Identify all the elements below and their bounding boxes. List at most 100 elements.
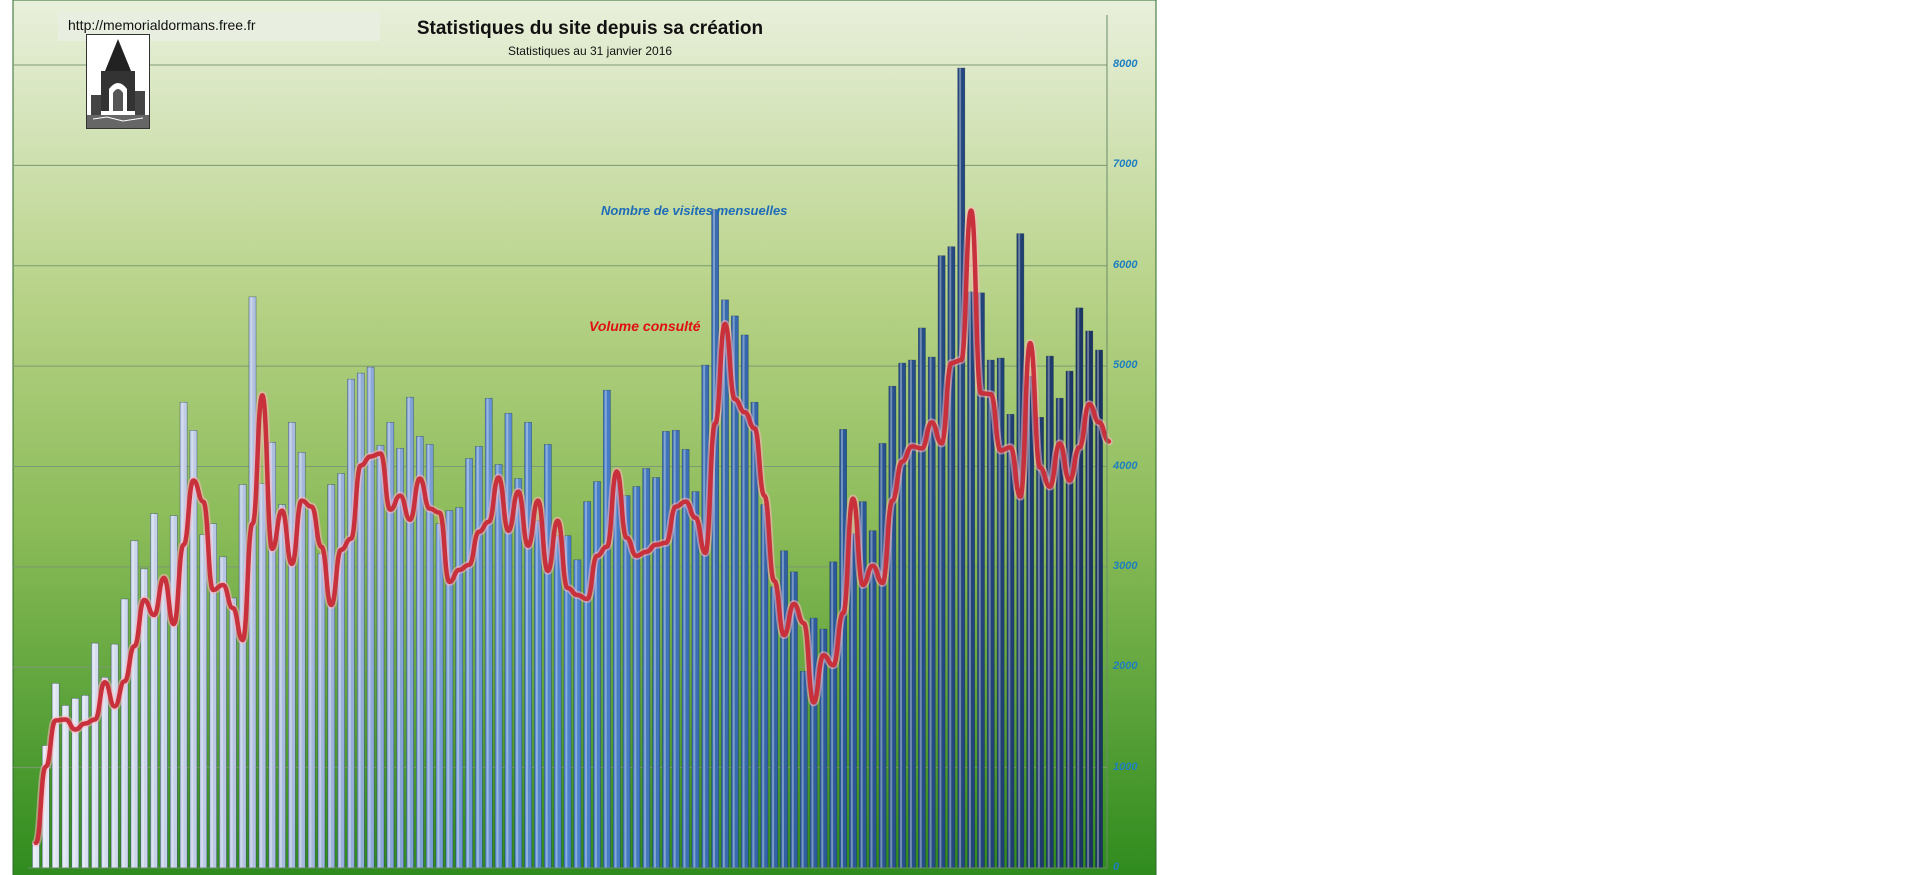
visits-bar-highlight — [791, 571, 794, 868]
visits-bar-highlight — [594, 481, 597, 868]
visits-bar-highlight — [279, 504, 282, 868]
visits-bar — [799, 670, 808, 869]
y-tick-label: 4000 — [1113, 459, 1138, 472]
visits-bar — [770, 586, 779, 869]
visits-bar-highlight — [358, 373, 361, 868]
visits-bar — [524, 422, 532, 869]
visits-bar — [465, 458, 473, 869]
visits-bar-highlight — [604, 390, 607, 868]
visits-bar-highlight — [210, 523, 213, 868]
visits-bar-highlight — [161, 580, 164, 868]
visits-bar-highlight — [516, 478, 519, 868]
visits-bar — [711, 209, 720, 869]
visits-bar-highlight — [841, 429, 843, 868]
visits-bar — [356, 372, 365, 869]
visits-bar-highlight — [703, 365, 706, 868]
y-tick-label: 6000 — [1113, 258, 1138, 271]
volume-annotation: Volume consulté — [589, 318, 701, 334]
visits-bar-highlight — [53, 683, 56, 868]
visits-bar-highlight — [437, 523, 440, 868]
visits-bar — [908, 359, 916, 869]
visits-bar — [967, 291, 975, 869]
visits-bar-highlight — [880, 443, 883, 868]
visits-bar-highlight — [949, 246, 952, 868]
visits-bar-highlight — [348, 379, 351, 868]
visits-bar — [829, 561, 838, 869]
visits-bar — [514, 478, 523, 869]
visits-bar-highlight — [713, 209, 716, 869]
visits-bar-highlight — [1028, 376, 1031, 868]
visits-bar — [91, 642, 99, 869]
visits-bar-highlight — [742, 335, 745, 868]
visits-bar-highlight — [122, 599, 125, 868]
visits-bar — [583, 501, 592, 869]
visits-bar — [878, 443, 887, 869]
visits-bar-highlight — [1057, 398, 1060, 868]
visits-bar-highlight — [663, 431, 666, 868]
volume-line — [33, 208, 1112, 846]
visits-bar-highlight — [289, 422, 292, 868]
visits-bar — [278, 504, 286, 869]
visits-bar-highlight — [644, 468, 647, 868]
visits-bar — [888, 385, 897, 869]
visits-bar — [553, 535, 562, 869]
visits-bar-highlight — [732, 315, 735, 868]
visits-bar — [238, 484, 247, 869]
visits-bar-highlight — [575, 559, 578, 868]
y-tick-label: 7000 — [1113, 158, 1138, 171]
visits-bar-highlight — [1077, 307, 1080, 868]
visits-bar-highlight — [693, 491, 696, 868]
visits-bar-highlight — [919, 327, 922, 869]
visits-bar — [494, 464, 503, 869]
visits-bar-highlight — [476, 446, 479, 868]
visits-bar-highlight — [466, 458, 469, 868]
y-tick-label: 5000 — [1113, 359, 1138, 372]
visits-bar-highlight — [1067, 371, 1070, 868]
y-tick-label: 0 — [1113, 861, 1120, 873]
visits-bar-highlight — [811, 618, 814, 868]
visits-bar-highlight — [653, 477, 656, 868]
visits-bar-highlight — [171, 515, 174, 868]
visits-bar-highlight — [230, 597, 233, 868]
visits-bar-highlight — [151, 513, 154, 868]
visits-bar-highlight — [565, 535, 568, 868]
visits-bar-highlight — [240, 484, 243, 868]
visits-bar-highlight — [338, 473, 341, 868]
visits-bar-highlight — [909, 360, 912, 868]
visits-bar-highlight — [112, 644, 115, 868]
visits-bar-highlight — [1047, 356, 1050, 868]
visits-bar — [347, 378, 355, 869]
visits-bar-highlight — [92, 643, 95, 868]
visits-bar — [61, 705, 70, 869]
visits-bar-highlight — [270, 442, 273, 868]
visits-bar-highlight — [722, 299, 725, 868]
visits-bar-highlight — [73, 698, 76, 868]
visits-bar-highlight — [407, 397, 410, 868]
visits-bar-highlight — [457, 507, 460, 868]
y-tick-label: 3000 — [1113, 559, 1138, 572]
visits-bar-highlight — [831, 561, 834, 868]
visits-bar-highlight — [427, 444, 430, 868]
visits-bar — [603, 389, 611, 869]
visits-bar-highlight — [683, 449, 686, 868]
visits-bar-highlight — [1037, 417, 1040, 868]
visits-bar — [455, 507, 464, 869]
visits-bar-highlight — [191, 430, 194, 868]
visits-bar-highlight — [752, 402, 755, 868]
visits-bar — [691, 491, 700, 869]
visits-bar — [671, 430, 680, 869]
visits-bar-highlight — [978, 292, 981, 869]
visits-bar-highlight — [378, 445, 381, 868]
visits-bar-highlight — [388, 422, 391, 868]
visits-bar — [652, 477, 660, 869]
visits-bar-highlight — [968, 291, 971, 869]
visits-bar — [376, 445, 385, 869]
visits-bar — [160, 580, 168, 869]
visits-bar — [1046, 355, 1054, 869]
visits-bar-highlight — [634, 486, 637, 868]
visits-bar — [593, 481, 601, 869]
visits-bar-highlight — [555, 535, 558, 868]
visits-bar — [366, 366, 375, 869]
visits-bar — [662, 431, 670, 869]
